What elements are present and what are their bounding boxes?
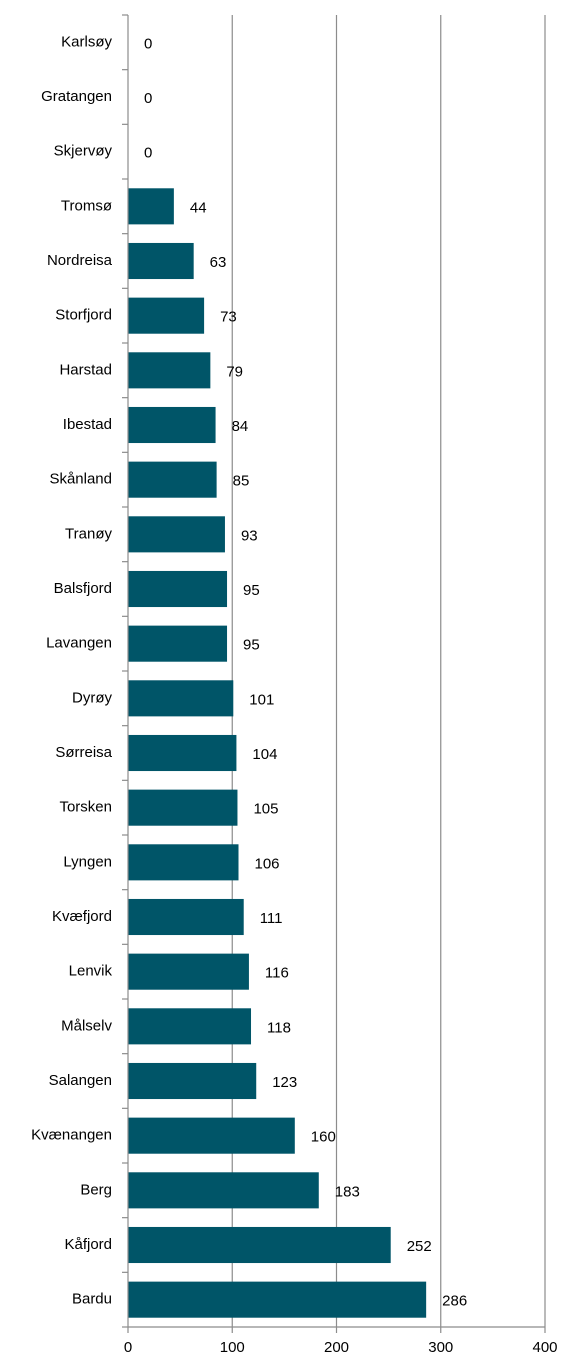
x-tick-label: 300 bbox=[428, 1339, 453, 1356]
data-label: 105 bbox=[253, 801, 278, 818]
data-label: 44 bbox=[190, 199, 207, 216]
bars bbox=[128, 188, 427, 1318]
x-tick-label: 200 bbox=[324, 1339, 349, 1356]
gridlines bbox=[231, 15, 546, 1327]
bar-nordreisa bbox=[128, 242, 194, 280]
x-tick-label: 400 bbox=[532, 1339, 557, 1356]
data-label: 101 bbox=[249, 691, 274, 708]
bar-torsken bbox=[128, 789, 238, 826]
bar-lenvik bbox=[128, 953, 249, 990]
data-label: 106 bbox=[255, 855, 280, 872]
category-label: Storfjord bbox=[55, 307, 112, 324]
data-label: 0 bbox=[144, 90, 152, 107]
bar-kvænangen bbox=[128, 1117, 295, 1154]
bar-kåfjord bbox=[128, 1226, 391, 1264]
data-label: 95 bbox=[243, 637, 260, 654]
bar-kvæfjord bbox=[128, 898, 244, 936]
data-label: 93 bbox=[241, 527, 258, 544]
bar-lyngen bbox=[128, 844, 239, 881]
bar-skånland bbox=[128, 461, 217, 498]
data-label: 160 bbox=[311, 1129, 336, 1146]
category-label: Dyrøy bbox=[72, 689, 112, 706]
bar-harstad bbox=[128, 352, 211, 389]
labels: 0 100 200 300 400 Karlsøy 0 Gratangen 0 Skjervøy 0… bbox=[31, 33, 557, 1356]
category-label: Lavangen bbox=[46, 635, 112, 652]
axes bbox=[122, 14, 546, 1333]
data-label: 85 bbox=[233, 473, 250, 490]
category-label: Gratangen bbox=[41, 88, 112, 105]
bar-berg bbox=[128, 1172, 319, 1209]
data-label: 73 bbox=[220, 309, 237, 326]
x-tick-label: 0 bbox=[124, 1339, 132, 1356]
bar-storfjord bbox=[128, 297, 205, 334]
bar-salangen bbox=[128, 1062, 257, 1100]
category-label: Balsfjord bbox=[54, 580, 112, 597]
data-label: 123 bbox=[272, 1074, 297, 1091]
data-label: 63 bbox=[210, 254, 227, 271]
category-label: Målselv bbox=[61, 1017, 112, 1034]
bar-bardu bbox=[128, 1281, 427, 1318]
bar-tromsø bbox=[128, 188, 174, 225]
category-label: Tranøy bbox=[65, 525, 112, 542]
bar-dyrøy bbox=[128, 680, 234, 717]
category-label: Tromsø bbox=[61, 197, 112, 214]
data-label: 111 bbox=[260, 910, 283, 927]
data-label: 104 bbox=[252, 746, 277, 763]
x-tick-label: 100 bbox=[220, 1339, 245, 1356]
bar-balsfjord bbox=[128, 570, 228, 608]
category-label: Skjervøy bbox=[54, 143, 113, 160]
category-label: Salangen bbox=[49, 1072, 112, 1089]
bar-sørreisa bbox=[128, 734, 237, 772]
category-label: Ibestad bbox=[63, 416, 112, 433]
category-label: Sørreisa bbox=[55, 744, 112, 761]
data-label: 118 bbox=[267, 1019, 291, 1036]
bar-målselv bbox=[128, 1008, 252, 1045]
data-label: 183 bbox=[335, 1183, 360, 1200]
bar-ibestad bbox=[128, 406, 216, 444]
category-label: Kvæfjord bbox=[52, 908, 112, 925]
data-label: 84 bbox=[232, 418, 249, 435]
category-label: Lenvik bbox=[69, 963, 113, 980]
category-label: Karlsøy bbox=[61, 33, 112, 50]
bar-tranøy bbox=[128, 516, 225, 553]
bar-lavangen bbox=[128, 625, 228, 662]
data-label: 95 bbox=[243, 582, 260, 599]
data-label: 79 bbox=[226, 363, 243, 380]
data-label: 286 bbox=[442, 1293, 467, 1310]
category-label: Nordreisa bbox=[47, 252, 113, 269]
data-label: 252 bbox=[407, 1238, 432, 1255]
category-label: Kåfjord bbox=[64, 1236, 112, 1253]
category-label: Skånland bbox=[49, 471, 112, 488]
data-label: 0 bbox=[144, 145, 152, 162]
category-label: Kvænangen bbox=[31, 1127, 112, 1144]
category-label: Lyngen bbox=[63, 853, 112, 870]
data-label: 0 bbox=[144, 35, 152, 52]
category-label: Bardu bbox=[72, 1291, 112, 1308]
category-label: Harstad bbox=[59, 361, 112, 378]
data-label: 116 bbox=[265, 965, 289, 982]
category-label: Berg bbox=[80, 1181, 112, 1198]
category-label: Torsken bbox=[59, 799, 112, 816]
